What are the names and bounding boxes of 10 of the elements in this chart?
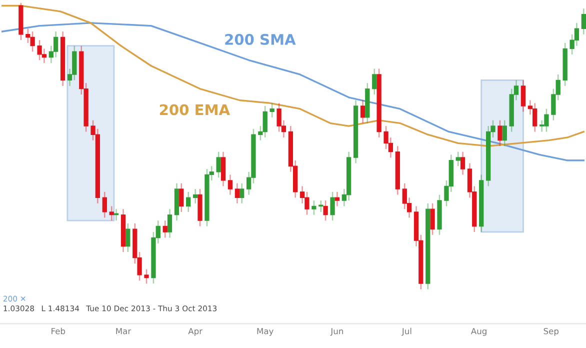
series-label: 200 EMA bbox=[160, 104, 230, 116]
series-label: 200 SMA bbox=[225, 34, 296, 45]
x-tick-label: Aug bbox=[470, 328, 486, 336]
x-tick-label: May bbox=[257, 328, 274, 336]
x-tick-label: Sep bbox=[544, 328, 559, 336]
x-tick-label: Mar bbox=[116, 328, 132, 334]
x-tick-label: Jun bbox=[330, 328, 343, 336]
x-tick-label: Feb bbox=[52, 328, 66, 334]
x-tick-label: Apr bbox=[188, 328, 203, 336]
x-tick-label: Jul bbox=[401, 328, 412, 336]
